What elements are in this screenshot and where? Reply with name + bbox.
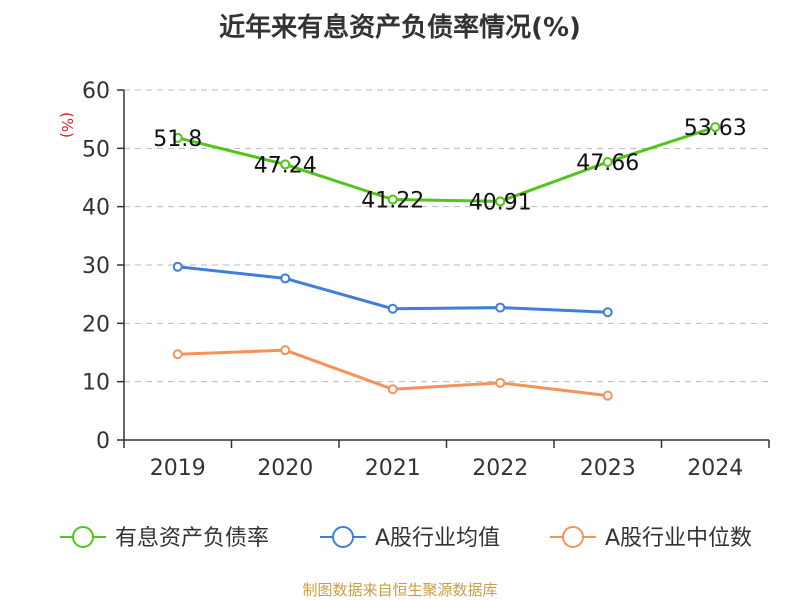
legend-label: A股行业中位数 <box>605 526 752 551</box>
chart-title: 近年来有息资产负债率情况(%) <box>219 12 581 43</box>
x-tick-label: 2020 <box>257 456 313 481</box>
data-point <box>387 384 398 395</box>
x-tick-label: 2021 <box>365 456 421 481</box>
data-point <box>280 345 291 356</box>
data-point <box>602 307 613 318</box>
y-tick-label: 10 <box>82 371 110 396</box>
y-tick-label: 30 <box>82 254 110 279</box>
data-point <box>172 261 183 272</box>
gridlines <box>124 89 769 383</box>
x-tick-label: 2024 <box>687 456 743 481</box>
axes <box>117 89 770 448</box>
data-label: 51.8 <box>153 127 202 152</box>
y-tick-label: 0 <box>96 429 110 454</box>
x-axis-ticks: 2019 2020 2021 2022 2023 2024 <box>150 456 744 481</box>
data-point <box>280 273 291 284</box>
data-point <box>602 156 613 167</box>
series-line <box>177 125 716 203</box>
data-label: 41.22 <box>361 189 424 214</box>
data-point <box>387 303 398 314</box>
data-point <box>280 159 291 170</box>
y-tick-label: 20 <box>82 312 110 337</box>
legend-label: 有息资产负债率 <box>115 526 269 551</box>
data-label: 40.91 <box>469 190 532 215</box>
y-tick-label: 60 <box>82 79 110 104</box>
data-point <box>495 377 506 388</box>
data-label: 47.66 <box>576 151 639 176</box>
data-point <box>172 349 183 360</box>
legend-label: A股行业均值 <box>375 526 500 551</box>
data-label: 47.24 <box>254 153 317 178</box>
y-tick-label: 40 <box>82 196 110 221</box>
legend-marker <box>72 526 94 548</box>
source-note: 制图数据来自恒生聚源数据库 <box>302 581 497 599</box>
data-point <box>387 194 398 205</box>
x-tick-label: 2022 <box>472 456 528 481</box>
data-point <box>710 122 721 133</box>
data-point <box>495 196 506 207</box>
legend-marker <box>562 526 584 548</box>
y-tick-label: 50 <box>82 137 110 162</box>
data-point <box>602 390 613 401</box>
legend: 有息资产负债率 A股行业均值 A股行业中位数 <box>60 526 752 551</box>
x-tick-label: 2023 <box>580 456 636 481</box>
x-tick-label: 2019 <box>150 456 206 481</box>
series-group <box>172 122 721 401</box>
y-axis-label: (%) <box>58 112 76 138</box>
legend-marker <box>332 526 354 548</box>
data-label: 53.63 <box>684 116 747 141</box>
y-axis-ticks: 0 10 20 30 40 50 60 <box>82 79 110 454</box>
data-point <box>172 132 183 143</box>
data-point <box>495 302 506 313</box>
data-labels: 51.8 47.24 41.22 40.91 47.66 53.63 <box>153 116 746 215</box>
